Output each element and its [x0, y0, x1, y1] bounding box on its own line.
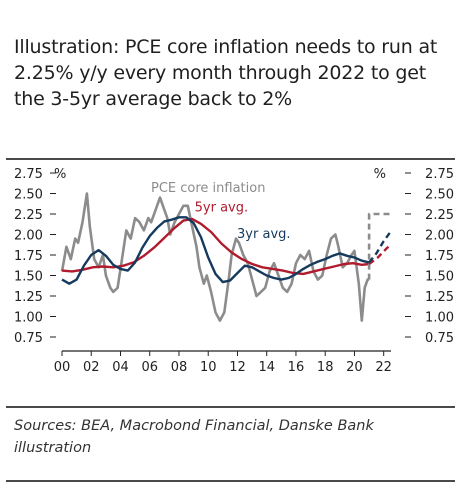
y-tick-label-left: 1.00: [14, 311, 43, 326]
chart-axes: 0.75 0.75 1.00 1.00 1.25 1.25 1.50 1.50 1.75 1.75…: [14, 167, 454, 375]
x-tick-label: 02: [83, 360, 100, 375]
chart-title: Illustration: PCE core inflation needs t…: [14, 36, 438, 110]
y-tick-label-left: 2.25: [14, 208, 43, 223]
source-divider: [6, 406, 455, 408]
x-tick-label: 14: [258, 360, 275, 375]
x-tick-label: 00: [54, 360, 71, 375]
series-label-5yr-avg: 5yr avg.: [195, 201, 249, 216]
y-tick-label-right: 2.25: [425, 208, 454, 223]
x-tick-label: 20: [346, 360, 363, 375]
y-unit-right: %: [374, 167, 386, 182]
series-label-3yr-avg: 3yr avg.: [237, 227, 291, 242]
series-line-pce-core-inflation-projection: [367, 212, 391, 280]
y-tick-label-left: 1.25: [14, 290, 43, 305]
y-tick-label-right: 0.75: [425, 331, 454, 346]
y-tick-label-left: 0.75: [14, 331, 43, 346]
x-tick-label: 12: [229, 360, 246, 375]
x-tick-label: 10: [200, 360, 217, 375]
x-tick-label: 18: [317, 360, 334, 375]
series-label-pce-core-inflation: PCE core inflation: [151, 181, 265, 196]
y-tick-label-left: 2.50: [14, 188, 43, 203]
bottom-divider: [6, 480, 455, 482]
x-tick-label: 22: [375, 360, 392, 375]
y-tick-label-right: 2.75: [425, 167, 454, 182]
y-tick-label-right: 1.25: [425, 290, 454, 305]
y-tick-label-left: 2.00: [14, 229, 43, 244]
x-tick-label: 06: [141, 360, 158, 375]
chart-series: [60, 192, 392, 322]
series-line-3yr-avg-projection: [368, 230, 392, 264]
source-note: Sources: BEA, Macrobond Financial, Dansk…: [14, 418, 374, 456]
x-tick-label: 16: [288, 360, 305, 375]
top-divider: [6, 158, 455, 160]
y-tick-label-right: 2.00: [425, 229, 454, 244]
series-line-3yr-avg: [61, 216, 370, 285]
y-tick-label-left: 2.75: [14, 167, 43, 182]
y-tick-label-right: 1.50: [425, 270, 454, 285]
x-tick-label: 04: [112, 360, 129, 375]
y-tick-label-right: 1.00: [425, 311, 454, 326]
y-tick-label-right: 1.75: [425, 249, 454, 264]
y-unit-left: %: [54, 167, 66, 182]
series-line-5yr-avg-projection: [368, 243, 392, 265]
chart-annotations: PCE core inflation 5yr avg. 3yr avg.: [151, 181, 291, 242]
x-tick-label: 08: [171, 360, 188, 375]
y-tick-label-right: 2.50: [425, 188, 454, 203]
y-tick-label-left: 1.75: [14, 249, 43, 264]
y-tick-label-left: 1.50: [14, 270, 43, 285]
series-line-5yr-avg: [61, 217, 370, 276]
pce-chart: 0.75 0.75 1.00 1.00 1.25 1.25 1.50 1.50 1.75 1.75…: [14, 167, 454, 375]
